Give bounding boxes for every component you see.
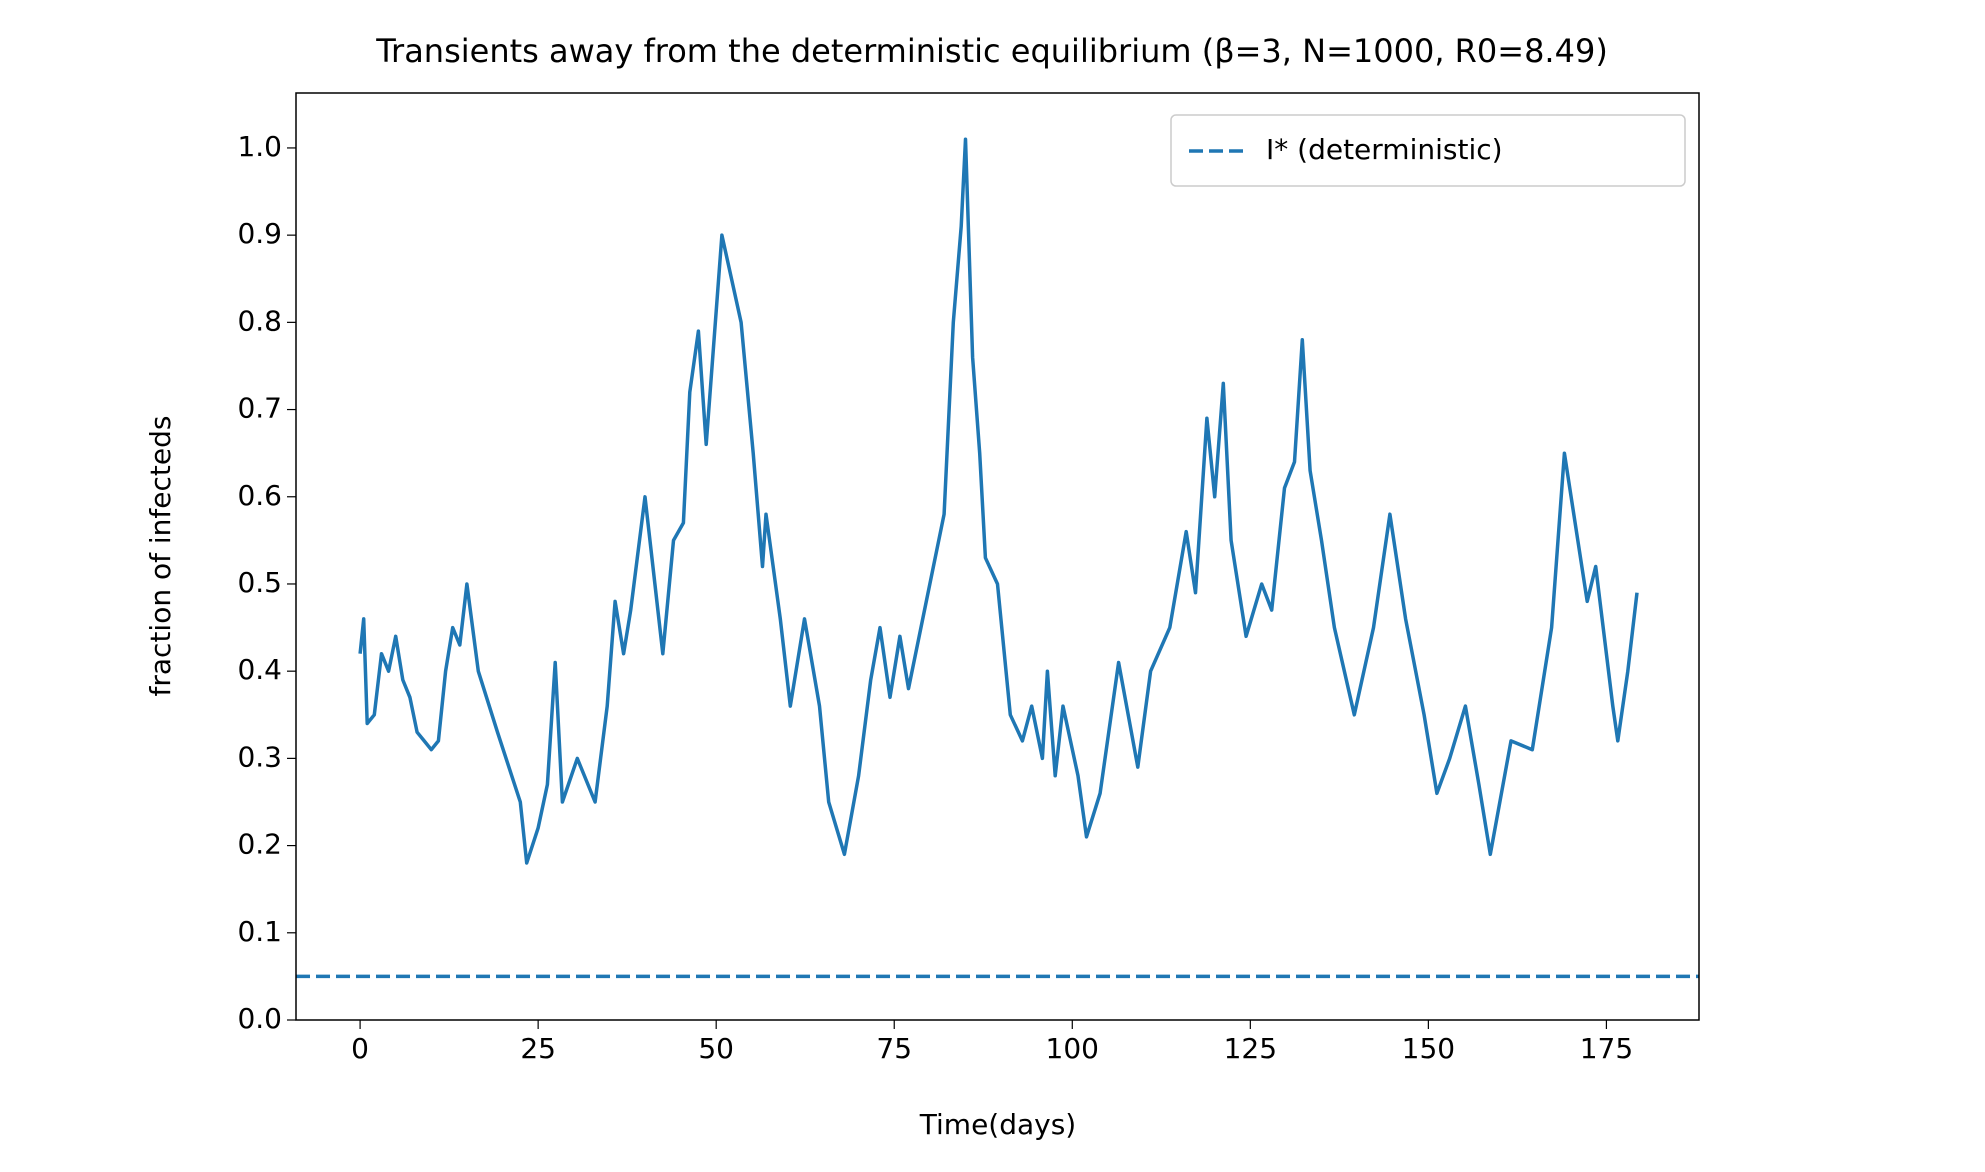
y-tick-label: 0.5 xyxy=(237,566,282,599)
x-tick-label: 150 xyxy=(1402,1032,1455,1065)
x-tick-label: 100 xyxy=(1046,1032,1099,1065)
x-tick-label: 75 xyxy=(876,1032,912,1065)
x-tick-label: 125 xyxy=(1224,1032,1277,1065)
y-tick-label: 0.7 xyxy=(237,392,282,425)
x-tick-label: 0 xyxy=(351,1032,369,1065)
y-axis-label: fraction of infecteds xyxy=(144,416,177,697)
y-tick-label: 0.6 xyxy=(237,479,282,512)
y-tick-label: 0.4 xyxy=(237,653,282,686)
x-tick-label: 175 xyxy=(1580,1032,1633,1065)
legend-box xyxy=(1170,114,1686,187)
legend-label: I* (deterministic) xyxy=(1266,133,1503,166)
y-tick-label: 0.8 xyxy=(237,304,282,337)
chart-title: Transients away from the deterministic e… xyxy=(375,32,1608,70)
y-tick-label: 0.1 xyxy=(237,915,282,948)
x-tick-label: 50 xyxy=(698,1032,734,1065)
y-tick-label: 0.3 xyxy=(237,740,282,773)
y-tick-label: 0.0 xyxy=(237,1002,282,1035)
y-tick-label: 0.2 xyxy=(237,828,282,861)
y-tick-label: 1.0 xyxy=(237,130,282,163)
y-tick-label: 0.9 xyxy=(237,217,282,250)
axes-frame xyxy=(295,92,1700,1021)
x-tick-label: 25 xyxy=(520,1032,556,1065)
x-axis-label: Time(days) xyxy=(919,1108,1076,1141)
series-line xyxy=(358,137,1639,865)
